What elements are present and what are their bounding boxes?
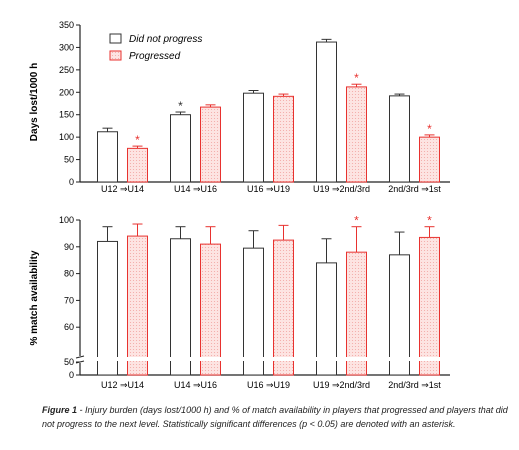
x-category-label: U12 ⇒U14 [101, 184, 144, 194]
x-category-label: 2nd/3rd ⇒1st [388, 380, 441, 390]
bar-progressed [273, 95, 294, 183]
x-category-label: U12 ⇒U14 [101, 380, 144, 390]
figure: Days lost/1000 h Did not progress Progre… [29, 20, 450, 390]
significance-asterisk: * [178, 99, 183, 113]
bar-progressed [200, 106, 221, 183]
bar-progressed [127, 147, 148, 183]
y-tick-label: 90 [64, 242, 74, 252]
y-tick-label: 300 [59, 42, 74, 52]
significance-asterisk: * [427, 214, 432, 228]
y-tick-label: 50 [64, 155, 74, 165]
bar-progressed [346, 251, 367, 376]
legend-label-not-progress: Did not progress [129, 34, 202, 45]
bar-did-not-progress [97, 240, 118, 376]
axis-break-mark [75, 355, 85, 359]
bar-progressed [273, 239, 294, 376]
bar-did-not-progress [170, 238, 191, 376]
y-axis-label: Days lost/1000 h [29, 63, 40, 141]
caption-label: Figure 1 [42, 405, 78, 415]
y-tick-label: 0 [69, 177, 74, 187]
y-tick-label: 100 [59, 132, 74, 142]
significance-asterisk: * [354, 71, 359, 85]
bar-progressed [127, 235, 148, 376]
significance-asterisk: * [135, 133, 140, 147]
y-tick-label: 200 [59, 87, 74, 97]
y-tick-label: 100 [59, 215, 74, 225]
bar-break-gap [315, 357, 338, 361]
y-axis-label: % match availability [29, 250, 40, 345]
bar-progressed [419, 236, 440, 376]
y-tick-label: 60 [64, 322, 74, 332]
x-category-label: U19 ⇒2nd/3rd [313, 184, 370, 194]
bar-break-gap [169, 357, 192, 361]
bar-did-not-progress [243, 247, 264, 376]
legend-label-progressed: Progressed [129, 51, 181, 62]
bar-progressed [346, 86, 367, 183]
bar-break-gap [199, 357, 222, 361]
bar-did-not-progress [170, 114, 191, 183]
bar-break-gap [418, 357, 441, 361]
x-category-label: U16 ⇒U19 [247, 380, 290, 390]
y-tick-label: 70 [64, 295, 74, 305]
y-tick-label: 350 [59, 20, 74, 30]
x-category-label: 2nd/3rd ⇒1st [388, 184, 441, 194]
match-availability-chart: % match availability 0 50 60 70 80 90 100 U12 ⇒… [29, 214, 450, 390]
bar-break-gap [345, 357, 368, 361]
x-category-label: U16 ⇒U19 [247, 184, 290, 194]
x-category-label: U19 ⇒2nd/3rd [313, 380, 370, 390]
caption-text: - Injury burden (days lost/1000 h) and %… [42, 405, 508, 429]
bar-break-gap [96, 357, 119, 361]
bar-did-not-progress [97, 131, 118, 183]
y-tick-label: 150 [59, 110, 74, 120]
y-tick-label: 80 [64, 269, 74, 279]
significance-asterisk: * [427, 122, 432, 136]
legend-swatch-progressed [109, 50, 122, 61]
y-tick-label: 50 [64, 357, 74, 367]
bar-progressed [200, 243, 221, 376]
injury-burden-chart: Days lost/1000 h Did not progress Progre… [29, 20, 450, 194]
legend: Did not progress Progressed [109, 33, 202, 62]
bar-break-gap [272, 357, 295, 361]
legend-swatch-not-progress [109, 33, 122, 44]
y-tick-label: 250 [59, 65, 74, 75]
bar-break-gap [388, 357, 411, 361]
x-category-label: U14 ⇒U16 [174, 184, 217, 194]
y-tick-label: 0 [69, 370, 74, 380]
bar-break-gap [126, 357, 149, 361]
bar-progressed [419, 136, 440, 183]
bar-did-not-progress [389, 254, 410, 376]
significance-asterisk: * [354, 214, 359, 228]
bar-did-not-progress [243, 92, 264, 183]
figure-caption: Figure 1 - Injury burden (days lost/1000… [42, 403, 512, 431]
bar-break-gap [242, 357, 265, 361]
bar-did-not-progress [389, 95, 410, 183]
x-category-label: U14 ⇒U16 [174, 380, 217, 390]
bar-did-not-progress [316, 41, 337, 183]
